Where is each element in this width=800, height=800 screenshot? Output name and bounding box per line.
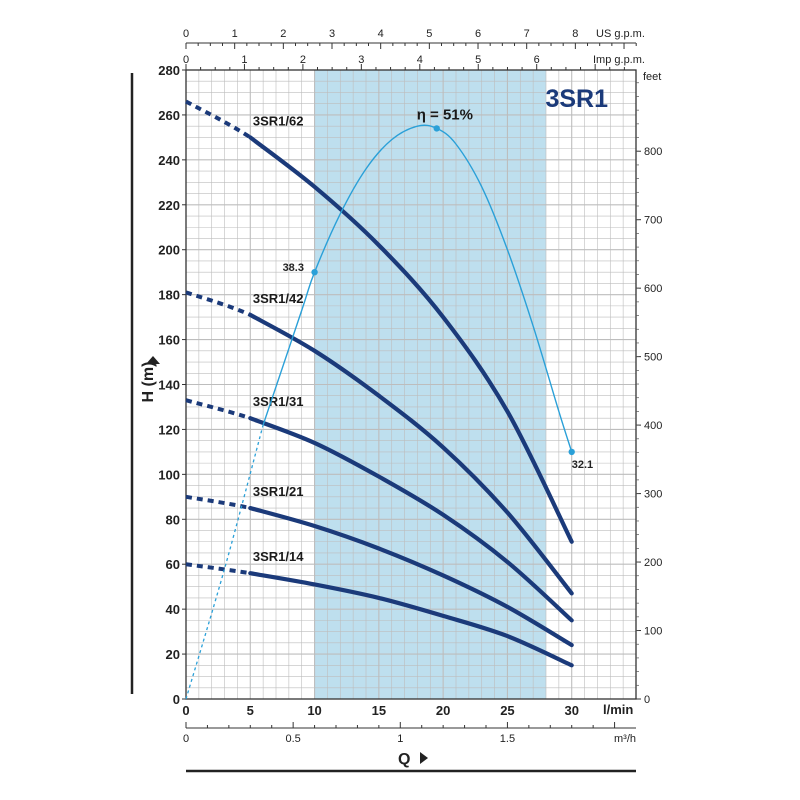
x-unit-m3h-label: m³/h	[614, 733, 636, 745]
efficiency-label: η = 51%	[417, 106, 473, 123]
x-unit-label: l/min	[603, 702, 633, 717]
efficiency-point-label: 38.3	[283, 262, 304, 274]
y-tick-label: 20	[166, 647, 180, 662]
series-dashed-3SR1-21	[185, 494, 251, 511]
us-gpm-tick-label: 4	[378, 28, 384, 40]
feet-tick-label: 200	[644, 557, 662, 569]
feet-tick-label: 600	[644, 283, 662, 295]
us-gpm-tick-label: 3	[329, 28, 335, 40]
series-label: 3SR1/42	[253, 291, 304, 306]
y-tick-label: 260	[158, 108, 180, 123]
y-tick-label: 140	[158, 378, 180, 393]
efficiency-point	[433, 125, 440, 132]
series-label: 3SR1/31	[253, 394, 304, 409]
us-gpm-tick-label: 5	[426, 28, 432, 40]
m3h-tick-label: 1.5	[500, 733, 515, 745]
feet-tick-label: 400	[644, 420, 662, 432]
imp-gpm-tick-label: 2	[300, 54, 306, 66]
series-curve-3SR1-31	[248, 416, 574, 623]
m3h-tick-label: 0.5	[285, 733, 300, 745]
x-tick-label: 20	[436, 703, 450, 718]
us-gpm-tick-label: 1	[232, 28, 238, 40]
y-tick-label: 60	[166, 557, 180, 572]
us-gpm-tick-label: 0	[183, 28, 189, 40]
series-dashed-3SR1-14	[185, 562, 251, 576]
y-tick-label: 80	[166, 512, 180, 527]
y-tick-label: 40	[166, 602, 180, 617]
series-curve-3SR1-62	[248, 135, 574, 544]
feet-tick-label: 0	[644, 694, 650, 706]
imp-gpm-tick-label: 4	[417, 54, 423, 66]
x-tick-label: 25	[500, 703, 514, 718]
y-tick-label: 120	[158, 422, 180, 437]
series-dashed-3SR1-42	[185, 290, 252, 317]
feet-tick-label: 300	[644, 489, 662, 501]
y-tick-label: 280	[158, 63, 180, 78]
efficiency-point-label: 32.1	[572, 459, 593, 471]
feet-tick-label: 800	[644, 146, 662, 158]
series-label: 3SR1/14	[253, 549, 304, 564]
y-axis-title: H (m)	[140, 362, 157, 403]
imp-gpm-tick-label: 6	[534, 54, 540, 66]
feet-tick-label: 100	[644, 626, 662, 638]
series-dashed-3SR1-62	[185, 99, 252, 140]
m3h-tick-label: 0	[183, 733, 189, 745]
y-tick-label: 0	[173, 692, 180, 707]
feet-tick-label: 500	[644, 352, 662, 364]
imp-gpm-tick-label: 3	[358, 54, 364, 66]
x-axis-arrow-icon	[420, 752, 428, 764]
imp-gpm-tick-label: 0	[183, 54, 189, 66]
series-dashed-3SR1-31	[185, 398, 251, 421]
labels: 3SR1 l/min m³/h US g.p.m. Imp g.p.m. fee…	[140, 28, 661, 768]
series-label: 3SR1/21	[253, 484, 304, 499]
x-unit-us-label: US g.p.m.	[596, 28, 645, 40]
y-axis-arrow-icon	[146, 356, 160, 364]
series-curve-3SR1-21	[248, 505, 574, 648]
m3h-tick-label: 1	[397, 733, 403, 745]
x-unit-imp-label: Imp g.p.m.	[593, 54, 645, 66]
series-curve-3SR1-14	[248, 571, 574, 668]
imp-gpm-tick-label: 1	[241, 54, 247, 66]
x-tick-label: 5	[247, 703, 254, 718]
y-unit-right-label: feet	[643, 71, 661, 83]
chart-title: 3SR1	[545, 85, 608, 113]
y-tick-label: 240	[158, 153, 180, 168]
us-gpm-tick-label: 8	[572, 28, 578, 40]
y-tick-label: 100	[158, 467, 180, 482]
x-tick-label: 0	[182, 703, 189, 718]
x-tick-label: 30	[564, 703, 578, 718]
y-tick-label: 200	[158, 243, 180, 258]
series-label: 3SR1/62	[253, 113, 304, 128]
us-gpm-tick-label: 7	[524, 28, 530, 40]
efficiency-point	[311, 268, 318, 276]
x-tick-label: 10	[307, 703, 321, 718]
us-gpm-tick-label: 2	[280, 28, 286, 40]
x-axis-title: Q	[398, 751, 410, 768]
x-tick-label: 15	[372, 703, 386, 718]
feet-tick-label: 700	[644, 215, 662, 227]
series-curve-3SR1-42	[248, 312, 574, 596]
efficiency-point	[568, 448, 575, 456]
efficiency-curve: 38.3 32.1 η = 51%	[185, 106, 593, 700]
series-curves: 3SR1/62 3SR1/42 3SR1/31 3SR1/21 3SR1/14	[185, 99, 574, 668]
us-gpm-tick-label: 6	[475, 28, 481, 40]
imp-gpm-tick-label: 5	[475, 54, 481, 66]
y-tick-label: 180	[158, 288, 180, 303]
y-tick-label: 220	[158, 198, 180, 213]
y-tick-label: 160	[158, 333, 180, 348]
axes: 0204060801001201401601802002202402602800…	[158, 28, 662, 745]
